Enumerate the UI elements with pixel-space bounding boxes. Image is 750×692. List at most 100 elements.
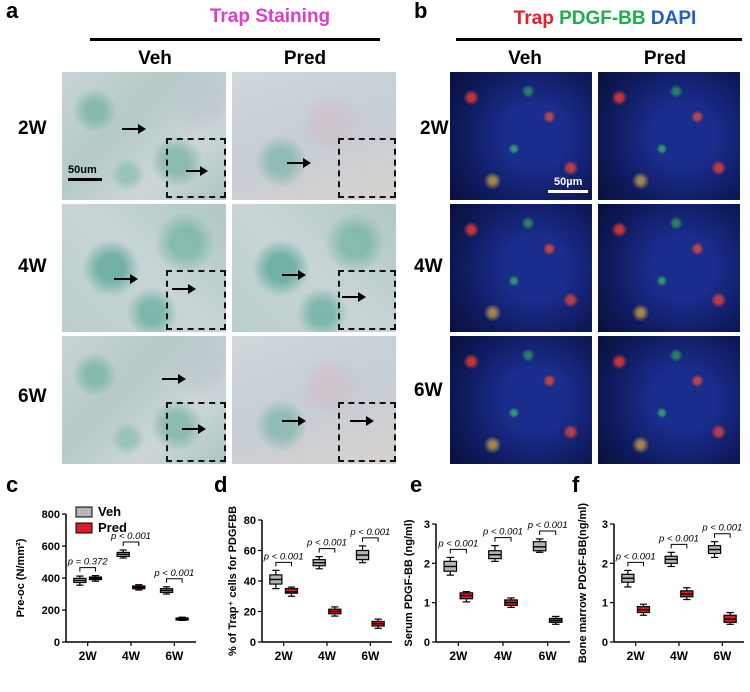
micrograph-fluo-veh-4w [450,204,592,332]
chart-f-bracket [627,561,644,567]
chart-d-ytick-label: 20 [244,607,256,619]
chart-e-xtick-label: 2W [449,649,468,663]
chart-d-xtick-label: 6W [361,649,380,663]
chart-d-letter: d [214,472,227,497]
chart-e-ylabel: Serum PDGF-BB (ng/ml) [403,519,415,646]
chart-c-bracket [122,541,140,546]
chart-c-p-value: p < 0.001 [110,531,151,542]
chart-f-p-value: p < 0.001 [615,551,656,562]
chart-d-bracket [318,548,336,553]
chart-e-p-value: p < 0.001 [527,520,568,531]
chart-f-ytick-label: 3 [602,519,608,531]
chart-c-bracket [79,567,96,572]
chart-c-bracket [166,578,183,583]
chart-c-letter: c [6,472,18,497]
chart-c-xtick-label: 4W [122,649,141,663]
chart-e-bracket [449,548,467,554]
panel-a-row-6w: 6W [18,386,47,407]
panel-b-row-6w: 6W [414,380,443,401]
chart-f-letter: f [572,472,580,497]
chart-c-legend-swatch [75,506,93,518]
micrograph-trap-pred-4w [232,204,396,332]
panel-a-title-bar [90,38,380,41]
chart-d-ytick-label: 0 [250,637,256,649]
chart-f-bracket [714,533,731,538]
chart-f-p-value: p < 0.001 [658,533,699,544]
panel-b-row-4w: 4W [414,256,443,277]
chart-f-ytick-label: 2 [602,558,608,570]
chart-e-p-value: p < 0.001 [437,538,478,549]
chart-c-xtick-label: 2W [79,649,98,663]
panel-a-col-veh: Veh [138,48,172,69]
micrograph-trap-pred-2w [232,72,396,200]
chart-c-ytick-label: 600 [42,541,60,553]
micrograph-fluo-veh-2w: 50µm [450,72,592,200]
chart-e-xtick-label: 4W [494,649,513,663]
panel-a-row-2w: 2W [18,118,47,139]
chart-f-ytick-label: 1 [602,598,608,610]
chart-c-ytick-label: 0 [54,637,60,649]
chart-e-bracket [539,530,557,535]
chart-e-ytick-label: 3 [424,519,430,531]
chart-e-ytick-label: 2 [424,558,430,570]
chart-d-p-value: p < 0.001 [306,538,347,549]
chart-d-box-pred [284,588,299,594]
chart-d-xtick-label: 4W [318,649,337,663]
panel-b-row-2w: 2W [420,118,449,139]
micrograph-trap-veh-6w [62,336,226,464]
chart-e-p-value: p < 0.001 [482,527,523,538]
chart-d-bracket [275,561,292,567]
chart-e-ytick-label: 1 [424,598,430,610]
micrograph-trap-veh-2w: 50um [62,72,226,200]
chart-c-legend-swatch [75,522,93,534]
micrograph-fluo-pred-4w [598,204,740,332]
chart-f-bracket [670,543,688,549]
chart-d-p-value: p < 0.001 [263,551,304,562]
chart-f-xtick-label: 6W [713,649,732,663]
chart-f-p-value: p < 0.001 [701,523,742,534]
chart-e-xtick-label: 6W [539,649,558,663]
micrograph-fluo-pred-6w [598,336,740,464]
chart-c-legend-label: Veh [98,504,121,519]
chart-d-p-value: p < 0.001 [349,527,390,538]
chart-c-p-value: p < 0.001 [153,568,194,579]
panel-b-scale-label: 50µm [554,176,583,188]
chart-f-ytick-label: 0 [602,637,608,649]
chart-d-ytick-label: 60 [244,546,256,558]
chart-d-xtick-label: 2W [275,649,294,663]
chart-d-ylabel: % of Trap⁺ cells for PDGFBB [227,506,239,656]
panel-a-scale-label: 50um [68,164,97,176]
panel-b-col-pred: Pred [643,48,687,69]
chart-d-ytick-label: 40 [244,576,256,588]
chart-f-xtick-label: 4W [670,649,689,663]
panel-b-title-trap: Trap [513,8,554,29]
panel-b-col-veh: Veh [508,48,542,69]
chart-e-bracket [494,537,512,542]
micrograph-trap-pred-6w [232,336,396,464]
micrograph-fluo-veh-6w [450,336,592,464]
panel-a-title: Trap Staining [209,6,331,27]
chart-d-bracket [362,537,379,542]
panel-b-title-dapi: DAPI [650,8,697,29]
panel-b-title-bar [456,38,742,41]
chart-c-ytick-label: 800 [42,509,60,521]
micrograph-trap-veh-4w [62,204,226,332]
chart-d-ytick-label: 80 [244,515,256,527]
chart-c-ytick-label: 400 [42,573,60,585]
chart-c-legend-label: Pred [98,520,127,535]
chart-c-p-value: p = 0.372 [67,557,109,568]
panel-a-letter: a [6,0,19,23]
micrograph-fluo-pred-2w [598,72,740,200]
chart-e-letter: e [410,472,422,497]
chart-f-xtick-label: 2W [627,649,646,663]
panel-a-col-pred: Pred [283,48,327,69]
panel-a-row-4w: 4W [18,256,47,277]
panel-b-title-pdgf: PDGF-BB [559,8,646,29]
panel-b-letter: b [414,0,428,23]
chart-e-ytick-label: 0 [424,637,430,649]
panel-b-title: Trap PDGF-BB DAPI [470,8,740,30]
chart-c-xtick-label: 6W [165,649,184,663]
chart-c-ytick-label: 200 [42,605,60,617]
chart-c-ylabel: Pre-oc (N/mm²) [15,538,27,617]
